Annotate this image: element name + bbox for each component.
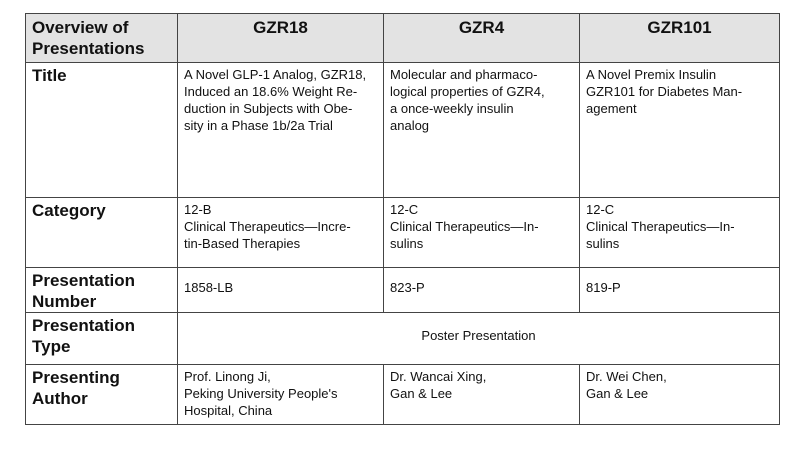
row-header: Title <box>25 62 178 198</box>
table-row-category: Category 12-B Clinical Therapeutics—Incr… <box>25 197 780 268</box>
column-header-gzr18: GZR18 <box>177 13 384 63</box>
table-cell: 12-C Clinical Therapeutics—In- sulins <box>383 197 580 268</box>
table-row-type: Presentation Type Poster Presentation <box>25 312 780 365</box>
table-cell: Dr. Wei Chen, Gan & Lee <box>579 364 780 425</box>
table-cell: A Novel GLP-1 Analog, GZR18, Induced an … <box>177 62 384 198</box>
table-cell: 819-P <box>579 267 780 313</box>
table-cell: 12-B Clinical Therapeutics—Incre- tin-Ba… <box>177 197 384 268</box>
row-header: Category <box>25 197 178 268</box>
corner-header: Overview of Presentations <box>25 13 178 63</box>
table-cell: 823-P <box>383 267 580 313</box>
presentations-table: Overview of Presentations GZR18 GZR4 GZR… <box>25 13 780 425</box>
table-cell: Dr. Wancai Xing, Gan & Lee <box>383 364 580 425</box>
table-row-author: Presenting Author Prof. Linong Ji, Pekin… <box>25 364 780 425</box>
header-row: Overview of Presentations GZR18 GZR4 GZR… <box>25 13 780 63</box>
table-row-title: Title A Novel GLP-1 Analog, GZR18, Induc… <box>25 62 780 198</box>
row-header: Presenting Author <box>25 364 178 425</box>
column-header-gzr101: GZR101 <box>579 13 780 63</box>
merged-cell: Poster Presentation <box>177 312 780 365</box>
table-cell: 12-C Clinical Therapeutics—In- sulins <box>579 197 780 268</box>
table-cell: A Novel Premix Insulin GZR101 for Diabet… <box>579 62 780 198</box>
table-cell: Prof. Linong Ji, Peking University Peopl… <box>177 364 384 425</box>
table-cell: Molecular and pharmaco- logical properti… <box>383 62 580 198</box>
table-row-number: Presentation Number 1858-LB 823-P 819-P <box>25 267 780 313</box>
column-header-gzr4: GZR4 <box>383 13 580 63</box>
row-header: Presentation Type <box>25 312 178 365</box>
table-cell: 1858-LB <box>177 267 384 313</box>
row-header: Presentation Number <box>25 267 178 313</box>
